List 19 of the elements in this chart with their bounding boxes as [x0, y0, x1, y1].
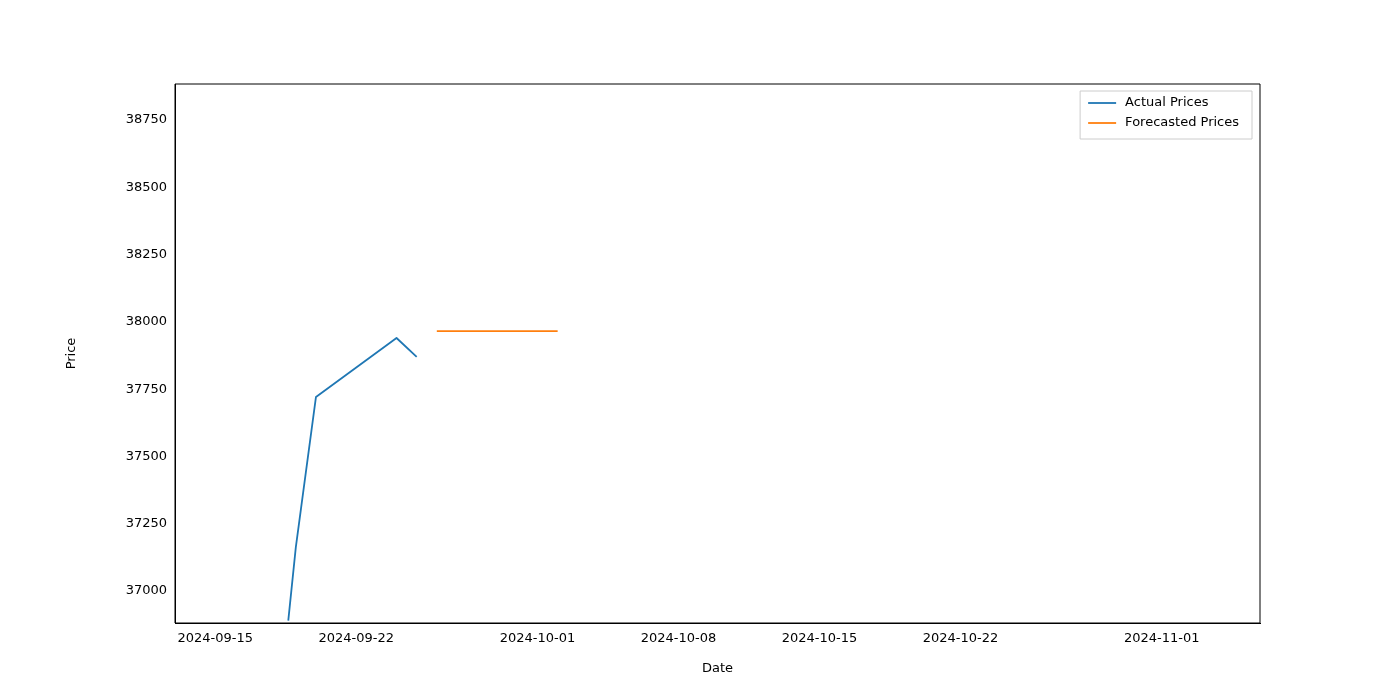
x-tick-label: 2024-10-08 — [640, 630, 717, 646]
x-tick-label: 2024-11-01 — [1124, 630, 1200, 646]
y-tick-label: 37000 — [125, 582, 167, 598]
y-tick-label: 38000 — [125, 313, 167, 329]
legend-label: Actual Prices — [1125, 94, 1209, 110]
y-tick-label: 37750 — [125, 380, 167, 396]
x-tick-label: 2024-09-15 — [177, 630, 254, 646]
legend-label: Forecasted Prices — [1125, 114, 1240, 130]
x-axis-title: Date — [701, 659, 734, 675]
x-tick-label: 2024-10-22 — [922, 630, 999, 646]
y-tick-label: 37500 — [125, 447, 167, 463]
y-tick-label: 38750 — [125, 111, 167, 127]
y-tick-label: 38500 — [125, 178, 167, 194]
y-axis-title: Price — [63, 337, 79, 370]
x-tick-label: 2024-10-15 — [781, 630, 858, 646]
x-tick-label: 2024-09-22 — [318, 630, 395, 646]
y-tick-label: 38250 — [125, 245, 167, 261]
y-tick-label: 37250 — [125, 515, 167, 531]
x-tick-label: 2024-10-01 — [499, 630, 576, 646]
